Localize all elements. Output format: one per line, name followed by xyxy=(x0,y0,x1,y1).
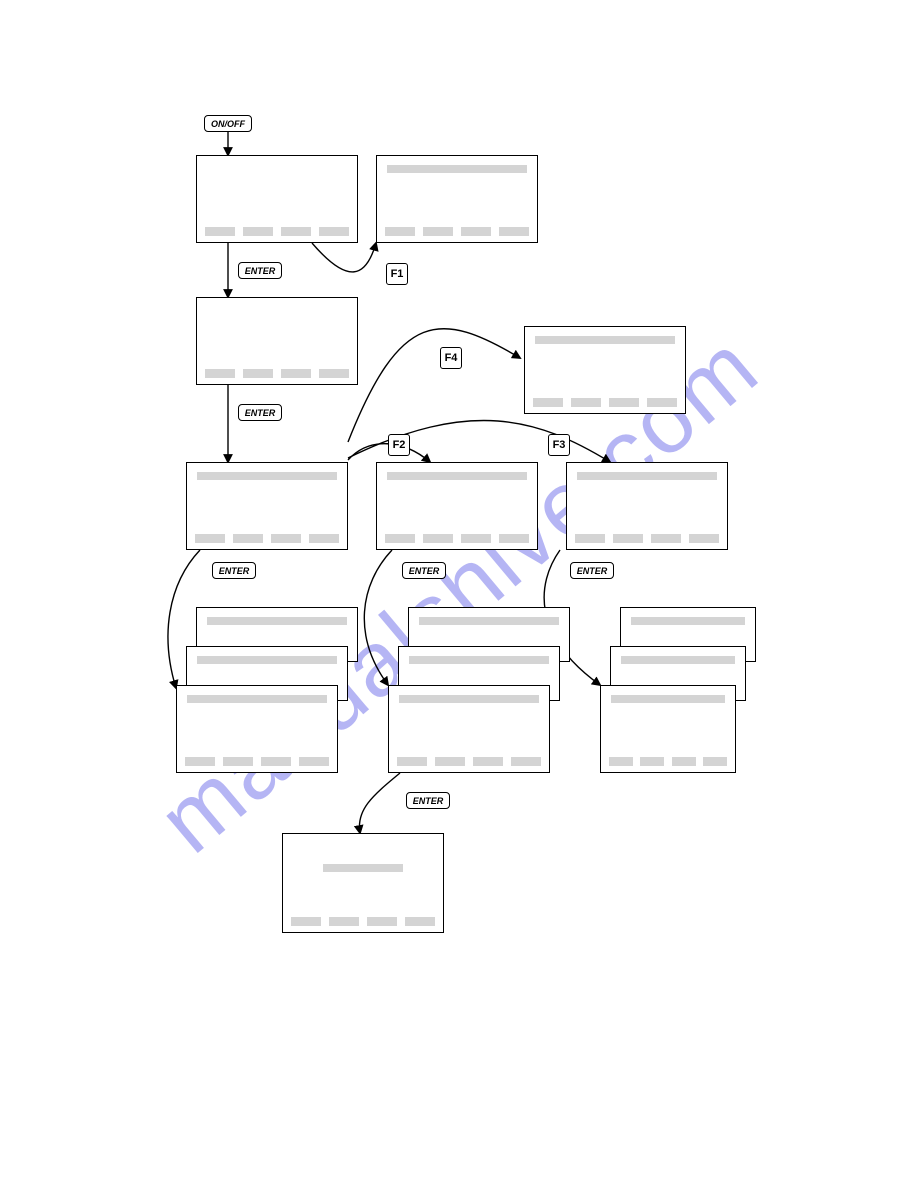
key-label: ENTER xyxy=(238,262,282,279)
softkey-placeholder xyxy=(571,398,601,407)
screen-header-placeholder xyxy=(197,472,337,480)
softkey-placeholder xyxy=(367,917,397,926)
softkey-placeholder xyxy=(405,917,435,926)
softkey-placeholder xyxy=(281,369,311,378)
screen-header-placeholder xyxy=(387,165,527,173)
softkey-placeholder xyxy=(281,227,311,236)
softkey-row xyxy=(177,757,337,766)
flowchart-canvas: manualshive.com ON/OFFENTERF1ENTERF4F2F3… xyxy=(0,0,918,1188)
fkey-label: F2 xyxy=(388,434,410,456)
softkey-row xyxy=(197,369,357,378)
softkey-row xyxy=(389,757,549,766)
fkey-label: F1 xyxy=(386,263,408,285)
screen-box xyxy=(186,462,348,550)
screen-box xyxy=(376,155,538,243)
softkey-row xyxy=(525,398,685,407)
softkey-placeholder xyxy=(205,227,235,236)
softkey-row xyxy=(377,534,537,543)
softkey-placeholder xyxy=(613,534,643,543)
screen-box xyxy=(176,685,338,773)
screen-header-placeholder xyxy=(535,336,675,344)
screen-box xyxy=(524,326,686,414)
softkey-placeholder xyxy=(461,227,491,236)
softkey-placeholder xyxy=(319,227,349,236)
softkey-placeholder xyxy=(261,757,291,766)
key-label: ON/OFF xyxy=(204,115,252,132)
softkey-placeholder xyxy=(703,757,727,766)
key-label: ENTER xyxy=(212,562,256,579)
screen-header-placeholder xyxy=(323,864,403,872)
screen-box xyxy=(196,155,358,243)
softkey-placeholder xyxy=(205,369,235,378)
screen-box xyxy=(600,685,736,773)
softkey-placeholder xyxy=(329,917,359,926)
screen-box xyxy=(282,833,444,933)
softkey-placeholder xyxy=(499,227,529,236)
softkey-placeholder xyxy=(672,757,696,766)
softkey-placeholder xyxy=(689,534,719,543)
fkey-label: F3 xyxy=(548,434,570,456)
softkey-placeholder xyxy=(609,398,639,407)
softkey-placeholder xyxy=(423,534,453,543)
key-label: ENTER xyxy=(406,792,450,809)
softkey-placeholder xyxy=(575,534,605,543)
screen-header-placeholder xyxy=(419,617,559,625)
softkey-placeholder xyxy=(243,369,273,378)
softkey-row xyxy=(377,227,537,236)
softkey-placeholder xyxy=(243,227,273,236)
softkey-placeholder xyxy=(473,757,503,766)
softkey-row xyxy=(187,534,347,543)
screen-header-placeholder xyxy=(577,472,717,480)
screen-box xyxy=(196,297,358,385)
softkey-placeholder xyxy=(647,398,677,407)
softkey-placeholder xyxy=(499,534,529,543)
softkey-placeholder xyxy=(195,534,225,543)
key-label: ENTER xyxy=(238,404,282,421)
softkey-placeholder xyxy=(299,757,329,766)
softkey-placeholder xyxy=(233,534,263,543)
screen-header-placeholder xyxy=(631,617,745,625)
screen-box xyxy=(566,462,728,550)
screen-header-placeholder xyxy=(207,617,347,625)
softkey-placeholder xyxy=(511,757,541,766)
softkey-placeholder xyxy=(223,757,253,766)
softkey-placeholder xyxy=(185,757,215,766)
screen-header-placeholder xyxy=(409,656,549,664)
fkey-label: F4 xyxy=(440,347,462,369)
key-label: ENTER xyxy=(402,562,446,579)
screen-header-placeholder xyxy=(387,472,527,480)
screen-header-placeholder xyxy=(187,695,327,703)
softkey-row xyxy=(283,917,443,926)
screen-box xyxy=(376,462,538,550)
softkey-placeholder xyxy=(319,369,349,378)
softkey-placeholder xyxy=(461,534,491,543)
screen-header-placeholder xyxy=(611,695,725,703)
softkey-placeholder xyxy=(423,227,453,236)
softkey-placeholder xyxy=(291,917,321,926)
softkey-row xyxy=(601,757,735,766)
screen-header-placeholder xyxy=(399,695,539,703)
key-label: ENTER xyxy=(570,562,614,579)
screen-header-placeholder xyxy=(621,656,735,664)
softkey-row xyxy=(567,534,727,543)
softkey-placeholder xyxy=(385,534,415,543)
screen-header-placeholder xyxy=(197,656,337,664)
softkey-placeholder xyxy=(609,757,633,766)
softkey-placeholder xyxy=(435,757,465,766)
softkey-placeholder xyxy=(271,534,301,543)
softkey-placeholder xyxy=(309,534,339,543)
softkey-placeholder xyxy=(397,757,427,766)
screen-box xyxy=(388,685,550,773)
softkey-placeholder xyxy=(385,227,415,236)
softkey-placeholder xyxy=(640,757,664,766)
softkey-placeholder xyxy=(533,398,563,407)
softkey-placeholder xyxy=(651,534,681,543)
softkey-row xyxy=(197,227,357,236)
